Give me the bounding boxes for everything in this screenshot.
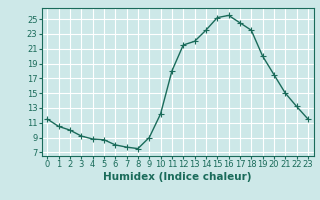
X-axis label: Humidex (Indice chaleur): Humidex (Indice chaleur) bbox=[103, 172, 252, 182]
